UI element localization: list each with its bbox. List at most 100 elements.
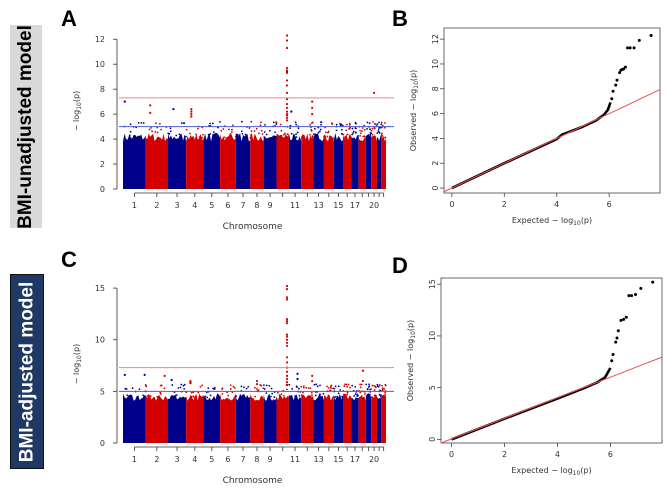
- snp-point: [381, 388, 384, 391]
- snp-point: [286, 388, 288, 391]
- snp-point: [278, 394, 281, 397]
- snp-point: [177, 387, 180, 389]
- qq-point: [618, 71, 622, 75]
- snp-point: [263, 388, 266, 390]
- snp-point: [232, 385, 235, 388]
- snp-point: [279, 123, 282, 126]
- snp-point: [154, 131, 157, 133]
- snp-point: [151, 130, 153, 133]
- snp-point: [344, 383, 346, 386]
- y-tick-label: 4: [431, 136, 440, 141]
- snp-point: [262, 387, 265, 390]
- x-tick-label: 15: [333, 201, 343, 210]
- snp-point: [234, 135, 237, 138]
- snp-point: [376, 123, 379, 126]
- top-hit-point: [123, 100, 126, 103]
- qq-point: [637, 38, 641, 42]
- snp-point: [242, 394, 245, 396]
- snp-point: [317, 126, 320, 129]
- snp-band-chr6: [220, 133, 236, 189]
- x-tick-label: 6: [225, 201, 230, 210]
- snp-point: [359, 383, 362, 386]
- snp-point: [280, 129, 283, 132]
- y-tick-label: 10: [95, 336, 105, 345]
- qq-diagonal-line: [443, 89, 661, 193]
- snp-point: [240, 130, 243, 133]
- snp-point: [280, 134, 283, 137]
- snp-band-chr12: [301, 133, 314, 189]
- snp-point: [301, 134, 304, 137]
- snp-point: [131, 387, 134, 390]
- snp-band-chr14: [323, 134, 334, 189]
- snp-point: [255, 127, 258, 130]
- snp-point: [302, 385, 305, 388]
- snp-point: [298, 394, 301, 397]
- snp-band-chr5: [203, 132, 221, 189]
- qq-point: [639, 286, 643, 290]
- snp-point: [359, 132, 362, 135]
- snp-point: [355, 122, 357, 125]
- snp-point: [359, 391, 362, 394]
- top-hit-point: [285, 335, 289, 338]
- snp-point: [310, 391, 313, 394]
- snp-point: [334, 385, 337, 388]
- x-tick-label: 3: [174, 201, 179, 210]
- snp-point: [316, 385, 319, 388]
- snp-point: [124, 387, 127, 390]
- snp-point: [133, 134, 136, 137]
- x-tick-label: 9: [268, 455, 273, 464]
- snp-point: [220, 129, 223, 132]
- qq-point: [611, 353, 615, 357]
- snp-point: [381, 387, 384, 389]
- top-hit-point: [285, 344, 289, 348]
- snp-point: [185, 128, 188, 131]
- snp-point: [340, 123, 343, 126]
- snp-point: [336, 395, 339, 398]
- top-hit-point: [285, 66, 289, 70]
- snp-point: [381, 384, 383, 387]
- snp-band-chr6: [220, 393, 236, 443]
- top-hit-point: [285, 338, 289, 341]
- top-hit-point: [285, 116, 289, 119]
- snp-point: [302, 386, 305, 389]
- snp-point: [345, 129, 348, 132]
- snp-point: [238, 135, 240, 138]
- snp-point: [384, 136, 387, 139]
- top-hit-point: [285, 320, 289, 323]
- snp-band-chr16: [343, 134, 352, 189]
- plot-frame: [443, 27, 661, 194]
- snp-point: [352, 130, 355, 133]
- snp-point: [353, 394, 356, 397]
- x-tick-label: 1: [132, 201, 137, 210]
- snp-point: [197, 391, 200, 394]
- snp-point: [179, 386, 182, 389]
- snp-band-chr14: [323, 394, 334, 443]
- snp-point: [371, 384, 374, 387]
- y-tick-label: 5: [428, 385, 437, 390]
- snp-point: [207, 387, 210, 390]
- snp-band-chr13: [313, 133, 324, 189]
- y-tick-label: 5: [100, 387, 105, 396]
- snp-point: [352, 132, 355, 134]
- snp-band-chr20: [371, 394, 377, 443]
- snp-point: [378, 393, 381, 396]
- snp-band-chr3: [167, 133, 187, 189]
- snp-point: [260, 129, 263, 132]
- snp-point: [265, 384, 268, 387]
- snp-point: [295, 136, 298, 138]
- top-hit-point: [311, 106, 314, 109]
- snp-point: [373, 385, 376, 387]
- snp-point: [231, 128, 233, 131]
- row-label-adjusted: BMI-adjusted model: [10, 274, 44, 469]
- snp-point: [195, 133, 197, 136]
- x-tick-label: 0: [449, 200, 454, 209]
- top-hit-point: [285, 114, 289, 117]
- snp-point: [247, 385, 250, 388]
- snp-band-chr4: [186, 393, 204, 443]
- snp-point: [334, 396, 337, 398]
- snp-point: [345, 123, 348, 126]
- x-tick-label: 20: [369, 201, 379, 210]
- snp-point: [129, 130, 132, 133]
- snp-point: [355, 127, 357, 130]
- snp-point: [313, 127, 316, 130]
